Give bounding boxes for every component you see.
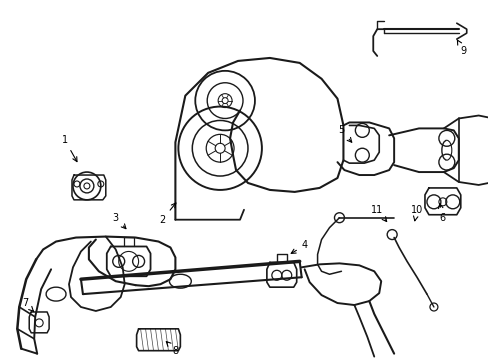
Text: 9: 9 xyxy=(456,40,466,56)
Text: 10: 10 xyxy=(410,205,422,221)
Text: 1: 1 xyxy=(62,135,77,162)
Text: 7: 7 xyxy=(22,298,33,311)
Text: 11: 11 xyxy=(370,205,386,221)
Text: 3: 3 xyxy=(112,213,126,229)
Text: 4: 4 xyxy=(291,240,307,253)
Text: 6: 6 xyxy=(438,204,445,223)
Text: 8: 8 xyxy=(166,342,178,356)
Text: 5: 5 xyxy=(338,125,351,142)
Text: 2: 2 xyxy=(159,203,176,225)
